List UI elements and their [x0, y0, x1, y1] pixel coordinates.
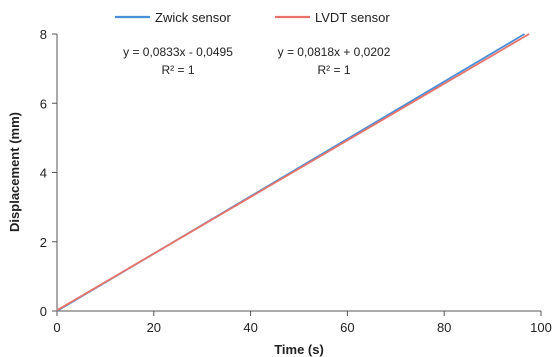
trendline-equation-lvdt: y = 0,0818x + 0,0202: [278, 45, 391, 59]
y-axis-title: Displacement (mm): [7, 112, 22, 232]
x-axis-ticks: 0 20 40 60 80 100: [53, 311, 552, 335]
legend-label-zwick: Zwick sensor: [155, 10, 232, 25]
legend-label-lvdt: LVDT sensor: [315, 10, 390, 25]
plot-axes: [56, 34, 541, 312]
y-tick-label: 0: [40, 304, 47, 319]
y-tick-label: 4: [40, 166, 47, 181]
series-lines: [56, 33, 530, 312]
y-axis-ticks: 0 2 4 6 8: [40, 27, 57, 319]
y-tick-label: 8: [40, 27, 47, 42]
x-tick-label: 0: [53, 320, 60, 335]
trendline-r2-zwick: R² = 1: [161, 63, 194, 77]
series-line-lvdt-sensor: [56, 33, 530, 312]
trendline-r2-lvdt: R² = 1: [317, 63, 350, 77]
x-tick-label: 40: [243, 320, 257, 335]
y-tick-label: 6: [40, 96, 47, 111]
x-tick-label: 20: [147, 320, 161, 335]
x-tick-label: 80: [437, 320, 451, 335]
x-tick-label: 60: [340, 320, 354, 335]
chart-legend: Zwick sensor LVDT sensor: [115, 10, 390, 25]
trendline-equation-zwick: y = 0,0833x - 0,0495: [123, 45, 233, 59]
y-tick-label: 2: [40, 235, 47, 250]
x-axis-title: Time (s): [274, 342, 324, 357]
trendline-equations: y = 0,0833x - 0,0495 R² = 1 y = 0,0818x …: [123, 45, 391, 77]
x-tick-label: 100: [530, 320, 552, 335]
